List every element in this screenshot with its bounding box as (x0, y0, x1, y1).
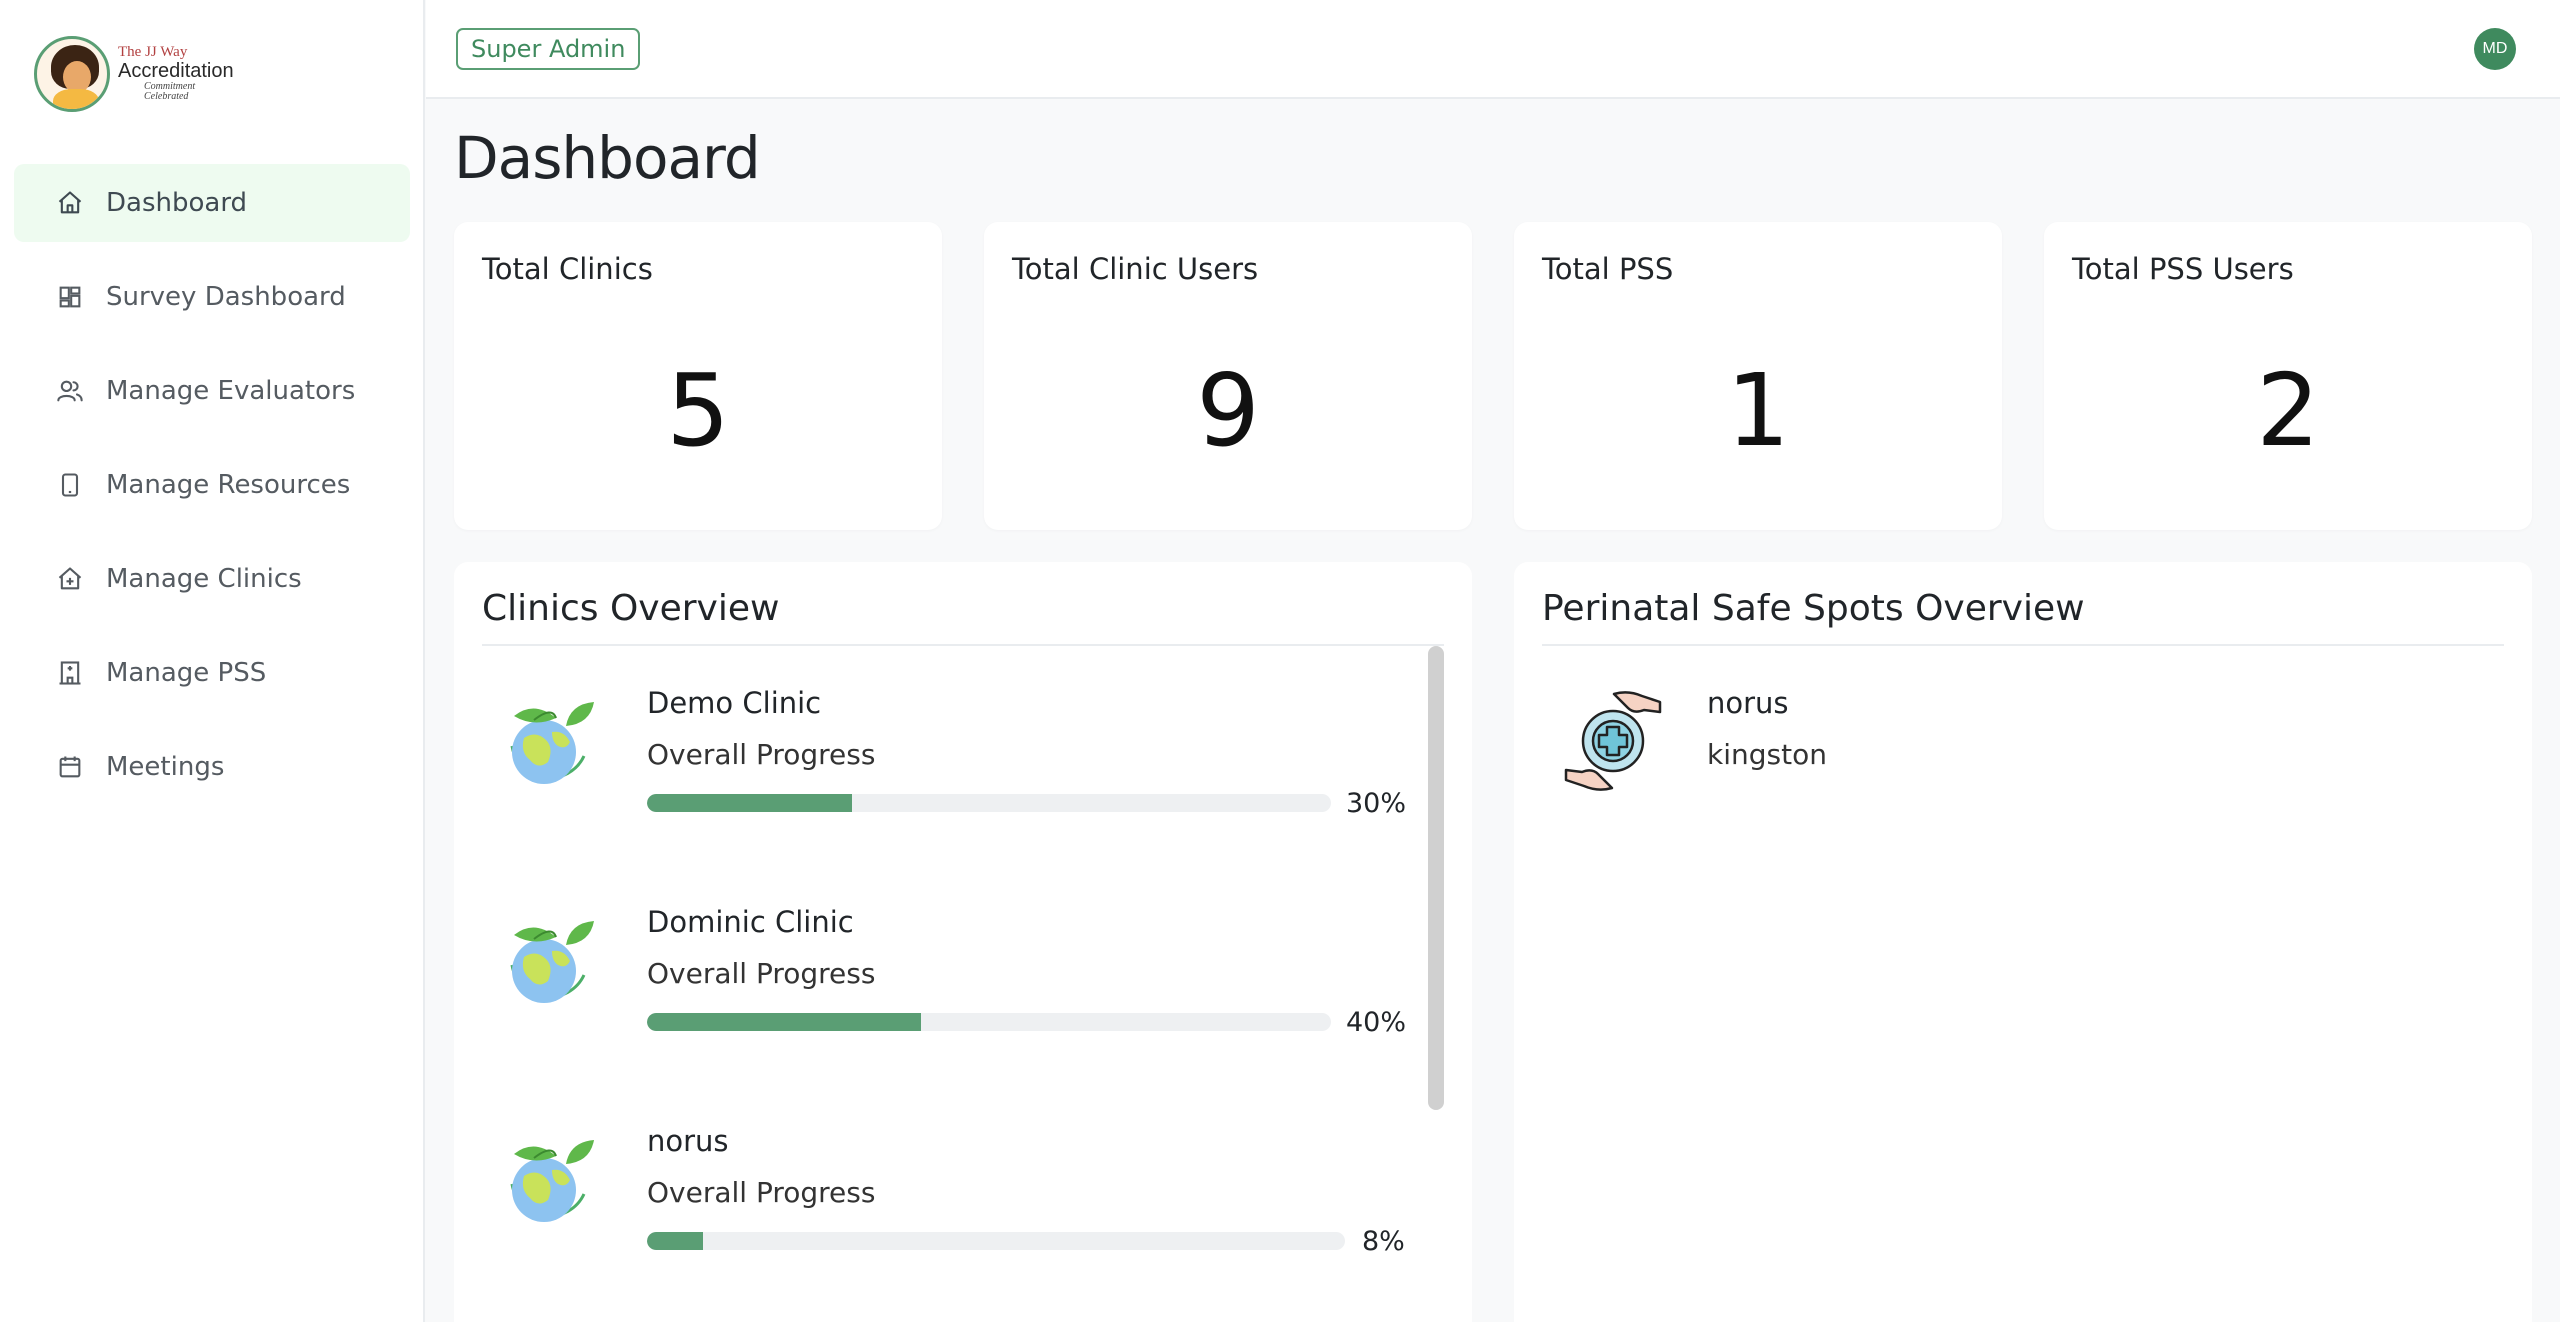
logo-line-2: Accreditation (118, 59, 234, 82)
sidebar-item-manage-resources[interactable]: Manage Resources (14, 446, 410, 524)
sidebar-item-label: Manage Resources (106, 470, 351, 500)
clinic-list[interactable]: Demo Clinic Overall Progress 30% Dominic… (482, 646, 1422, 1322)
stat-card-total-pss-users: Total PSS Users 2 (2044, 222, 2532, 530)
page-title: Dashboard (454, 124, 761, 192)
clinic-name: Dominic Clinic (647, 905, 854, 939)
clinic-list-scrollbar[interactable] (1428, 646, 1444, 1110)
care-hands-medical-icon (1564, 691, 1662, 791)
globe-leaf-icon (510, 921, 594, 1003)
clinic-progress-label: Overall Progress (647, 1176, 876, 1209)
sidebar-item-label: Manage Evaluators (106, 376, 356, 406)
panel-title: Clinics Overview (482, 588, 780, 629)
sidebar-item-meetings[interactable]: Meetings (14, 728, 410, 806)
stat-value: 9 (1196, 352, 1260, 469)
top-header: Super Admin MD (426, 0, 2560, 99)
pss-location: kingston (1707, 738, 1827, 771)
sidebar-item-manage-evaluators[interactable]: Manage Evaluators (14, 352, 410, 430)
sidebar-item-label: Survey Dashboard (106, 282, 346, 312)
sidebar-item-label: Dashboard (106, 188, 248, 218)
progress-percent: 8% (1362, 1226, 1405, 1257)
sidebar-item-manage-pss[interactable]: Manage PSS (14, 634, 410, 712)
panel-title: Perinatal Safe Spots Overview (1542, 588, 2085, 629)
sidebar-item-label: Manage PSS (106, 658, 267, 688)
home-icon (58, 191, 82, 214)
logo-line-3: Commitment Celebrated (144, 80, 196, 103)
sidebar-item-dashboard[interactable]: Dashboard (14, 164, 410, 242)
stat-value: 1 (1726, 352, 1790, 469)
sidebar-item-label: Manage Clinics (106, 564, 302, 594)
sidebar: The JJ Way Accreditation Commitment Cele… (0, 0, 425, 1322)
building-icon (59, 661, 81, 685)
progress-percent: 30% (1346, 788, 1407, 819)
list-item[interactable]: Demo Clinic Overall Progress 30% (482, 646, 1422, 846)
list-item[interactable]: norus Overall Progress 8% (482, 1084, 1422, 1284)
progress-bar (647, 1232, 1345, 1250)
grid-icon (59, 286, 81, 308)
progress-bar (647, 794, 1331, 812)
sidebar-item-label: Meetings (106, 752, 225, 782)
panel-divider (1542, 644, 2504, 646)
clinic-name: Demo Clinic (647, 686, 822, 720)
clinic-progress-label: Overall Progress (647, 957, 876, 990)
app-logo[interactable]: The JJ Way Accreditation Commitment Cele… (34, 34, 234, 114)
progress-percent: 40% (1346, 1007, 1407, 1038)
role-badge: Super Admin (456, 28, 641, 70)
stat-value: 5 (666, 352, 730, 469)
logo-text: The JJ Way Accreditation Commitment Cele… (118, 44, 234, 103)
panel-divider (482, 644, 1444, 646)
stat-value: 2 (2256, 352, 2320, 469)
sidebar-nav: Dashboard Survey Dashboard Manage Evalua… (14, 164, 410, 822)
list-item[interactable]: Dominic Clinic Overall Progress 40% (482, 865, 1422, 1065)
pss-overview-panel: Perinatal Safe Spots Overview norus king… (1514, 562, 2532, 1322)
globe-leaf-icon (510, 702, 594, 784)
calendar-icon (59, 756, 81, 778)
sidebar-item-survey-dashboard[interactable]: Survey Dashboard (14, 258, 410, 336)
stat-label: Total PSS Users (2072, 252, 2294, 286)
user-avatar[interactable]: MD (2474, 28, 2516, 70)
progress-fill (647, 794, 853, 812)
sidebar-item-manage-clinics[interactable]: Manage Clinics (14, 540, 410, 618)
clinic-name: norus (647, 1124, 729, 1158)
pss-name: norus (1707, 686, 1789, 720)
tablet-icon (61, 473, 79, 497)
progress-fill (647, 1232, 703, 1250)
stat-card-total-clinic-users: Total Clinic Users 9 (984, 222, 1472, 530)
clinic-icon (58, 567, 82, 590)
clinic-progress-label: Overall Progress (647, 738, 876, 771)
stat-label: Total Clinics (482, 252, 653, 286)
stat-card-total-pss: Total PSS 1 (1514, 222, 2002, 530)
progress-bar (647, 1013, 1331, 1031)
progress-fill (647, 1013, 921, 1031)
stat-card-total-clinics: Total Clinics 5 (454, 222, 942, 530)
stat-label: Total Clinic Users (1012, 252, 1259, 286)
logo-line-1: The JJ Way (118, 44, 188, 61)
clinics-overview-panel: Clinics Overview Demo Clinic Overall Pro… (454, 562, 1472, 1322)
stat-label: Total PSS (1542, 252, 1674, 286)
logo-badge-icon (34, 36, 110, 112)
users-icon (57, 380, 83, 402)
globe-leaf-icon (510, 1140, 594, 1222)
list-item[interactable]: norus kingston (1542, 646, 2442, 846)
